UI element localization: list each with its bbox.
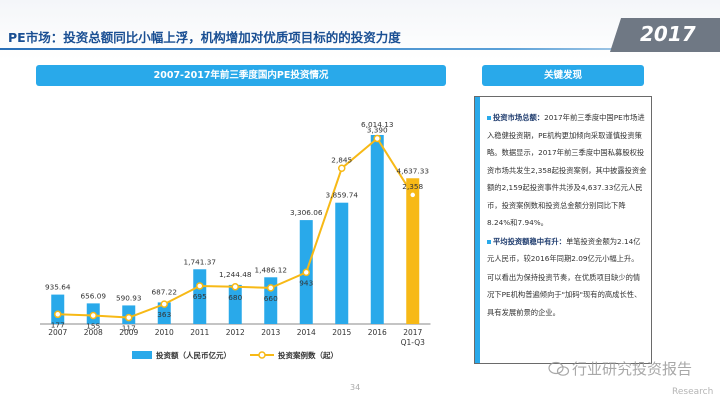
case-marker-2013: [267, 284, 275, 292]
finding-1: 投资市场总额：2017年前三季度中国PE市场进入稳健投资期，PE机构更加倾向采取…: [487, 109, 647, 232]
case-marker-2017: [409, 191, 417, 199]
bar-2011: [193, 269, 207, 324]
legend-line-marker: [258, 351, 266, 359]
bar-2007: [51, 294, 65, 324]
finding-1-text: 2017年前三季度中国PE市场进入稳健投资期，PE机构更加倾向采取谨慎投资策略。…: [487, 113, 647, 227]
bar-value-label: 1,486.12: [255, 265, 288, 274]
year-badge-text: 2017: [640, 22, 696, 46]
x-tick-label: 2012: [226, 328, 245, 337]
case-value-label: 363: [157, 310, 171, 319]
x-tick-label: 2009: [119, 328, 138, 337]
finding-2: 平均投资额稳中有升：单笔投资金额为2.14亿元人民币，较2016年同期2.09亿…: [487, 233, 647, 268]
page-title: PE市场：投资总额同比小幅上浮，机构增加对优质项目标的的投资力度: [8, 30, 401, 45]
bar-value-label: 656.09: [80, 291, 106, 300]
case-marker-2010: [160, 300, 168, 308]
title-rule: [0, 48, 720, 50]
finding-2-label: 平均投资额稳中有升：: [493, 236, 566, 246]
case-value-label: 660: [264, 294, 278, 303]
x-tick-label: 2016: [368, 328, 387, 337]
bullet-square-icon: [487, 239, 491, 244]
bar-2016: [370, 134, 384, 324]
case-marker-2016: [373, 134, 381, 143]
case-marker-2007: [54, 310, 62, 319]
case-marker-2015: [338, 164, 346, 173]
chart-header: 2007-2017年前三季度国内PE投资情况: [36, 65, 446, 86]
x-tick-label: 2011: [190, 328, 209, 337]
x-tick-label: Q1-Q3: [401, 338, 426, 347]
bar-value-label: 3,859.74: [326, 191, 359, 200]
x-tick-label: 2013: [261, 328, 280, 337]
bar-value-label: 6,014.13: [361, 120, 394, 129]
pe-investment-chart: 935.64 656.09 590.93 687.22 1,741.371,244.48…: [40, 120, 431, 360]
finding-3: 可以看出为保持投资节奏，在优质项目缺少的情况下PE机构普遍倾向于"加码"现有的高…: [487, 269, 647, 322]
watermark: 行业研究投资报告: [548, 358, 692, 379]
legend-bar-label: 投资额（人民币亿元）: [156, 350, 231, 360]
bar-2017: [406, 178, 420, 324]
x-tick-label: 2008: [84, 328, 103, 337]
bar-2015: [335, 202, 349, 324]
finding-3-text: 可以看出为保持投资节奏，在优质项目缺少的情况下PE机构普遍倾向于"加码"现有的高…: [487, 272, 642, 317]
case-value-label: 155: [86, 322, 100, 331]
bar-value-label: 1,244.48: [219, 270, 252, 279]
case-value-label: 695: [193, 292, 207, 301]
x-tick-label: 2014: [297, 328, 316, 337]
finding-2-text: 单笔投资金额为2.14亿元人民币，较2016年同期2.09亿元小幅上升。: [487, 236, 641, 264]
bar-value-label: 1,741.37: [184, 257, 217, 266]
watermark-sub: Research: [672, 387, 714, 397]
case-value-label: 943: [299, 278, 313, 287]
key-findings-accent: [475, 97, 480, 363]
bar-2012: [228, 284, 242, 324]
page-number: 34: [350, 383, 361, 392]
key-findings-box: 投资市场总额：2017年前三季度中国PE市场进入稳健投资期，PE机构更加倾向采取…: [474, 96, 652, 364]
case-value-label: 177: [51, 320, 65, 329]
legend-bar-swatch: [132, 351, 152, 359]
watermark-text: 行业研究投资报告: [572, 360, 693, 378]
x-tick-label: 2007: [48, 328, 67, 337]
bar-value-label: 687.22: [151, 287, 177, 296]
x-tick-label: 2010: [155, 328, 174, 337]
case-marker-2014: [302, 268, 310, 277]
case-marker-2011: [196, 282, 204, 290]
bullet-square-icon: [487, 116, 491, 120]
case-marker-2012: [231, 283, 239, 291]
case-marker-2009: [125, 313, 133, 322]
key-findings-text: 投资市场总额：2017年前三季度中国PE市场进入稳健投资期，PE机构更加倾向采取…: [487, 109, 647, 322]
x-tick-label: 2017: [403, 328, 422, 337]
bar-value-label: 4,637.33: [397, 166, 430, 175]
bar-value-label: 3,306.06: [290, 208, 323, 217]
key-findings-header: 关键发现: [482, 65, 644, 86]
bar-value-label: 935.64: [45, 283, 71, 292]
legend-line-label: 投资案例数（起）: [278, 350, 338, 360]
case-value-label: 117: [122, 324, 136, 333]
case-value-label: 680: [228, 293, 242, 302]
case-marker-2008: [89, 311, 97, 320]
x-tick-label: 2015: [332, 328, 351, 337]
header-band: [0, 0, 720, 60]
case-value-label: 3,390: [367, 125, 388, 134]
finding-1-label: 投资市场总额：: [493, 113, 545, 122]
wechat-icon: [548, 361, 570, 376]
case-value-label: 2,358: [402, 182, 423, 191]
bar-value-label: 590.93: [116, 293, 142, 302]
case-value-label: 2,845: [331, 155, 352, 164]
bar-2010: [157, 302, 171, 324]
